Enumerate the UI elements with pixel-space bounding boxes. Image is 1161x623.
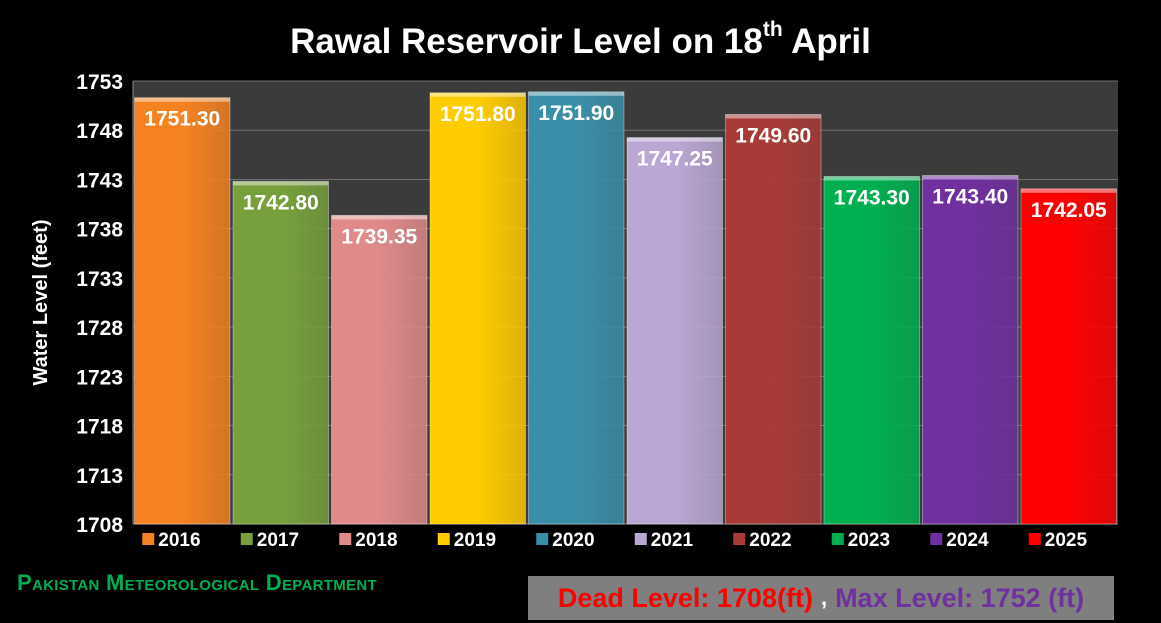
- bar-value-label: 1747.25: [637, 148, 713, 171]
- bar-2019: [429, 92, 526, 525]
- bar-2018: [331, 214, 428, 525]
- legend-label: 2024: [946, 530, 989, 551]
- bar-2021: [626, 137, 723, 525]
- bar-top-highlight: [627, 137, 723, 142]
- legend-label: 2021: [651, 530, 694, 551]
- dead-level-text: Dead Level: 1708(ft): [557, 582, 813, 613]
- bar-top-highlight: [1021, 188, 1117, 193]
- legend-swatch: [733, 533, 746, 545]
- bar-2020: [528, 91, 625, 525]
- legend-label: 2025: [1045, 530, 1088, 551]
- bar-2024: [922, 175, 1019, 525]
- y-tick-label: 1708: [76, 514, 123, 537]
- y-tick-label: 1753: [76, 71, 123, 94]
- bar-top-highlight: [134, 97, 230, 102]
- bar-value-label: 1743.30: [834, 186, 910, 209]
- legend-swatch: [930, 533, 943, 545]
- legend-swatch: [142, 533, 155, 545]
- bar-value-label: 1749.60: [735, 124, 811, 147]
- y-axis-label: Water Level (feet): [30, 220, 52, 386]
- bar-2016: [134, 97, 231, 525]
- bar-value-label: 1751.90: [538, 102, 614, 125]
- y-tick-label: 1738: [76, 219, 123, 242]
- levels-info-box: Dead Level: 1708(ft) , Max Level: 1752 (…: [528, 576, 1114, 620]
- y-tick-label: 1748: [76, 120, 123, 143]
- legend-swatch: [339, 533, 352, 545]
- y-tick-label: 1723: [76, 366, 123, 389]
- bar-top-highlight: [331, 215, 427, 220]
- legend-label: 2017: [257, 530, 299, 551]
- legend-swatch: [831, 533, 844, 545]
- bar-value-label: 1739.35: [341, 225, 417, 248]
- y-axis-ticks: 1708 1713 1718 1723 1728 1733 1738 1743 1748 1753: [76, 71, 123, 537]
- bar-value-label: 1751.80: [440, 103, 516, 126]
- bar-value-label: 1743.40: [932, 186, 1008, 209]
- y-tick-label: 1743: [76, 169, 123, 192]
- legend-swatch: [437, 533, 450, 545]
- chart-title-superscript: th: [762, 18, 783, 41]
- chart-title: Rawal Reservoir Level on 18th April: [0, 18, 1161, 62]
- legend-swatch: [240, 533, 253, 545]
- legend-label: 2018: [355, 530, 397, 551]
- y-tick-label: 1733: [76, 268, 123, 291]
- bar-top-highlight: [922, 175, 1018, 180]
- bar-2022: [725, 113, 822, 525]
- bar-top-highlight: [528, 91, 624, 96]
- legend-label: 2022: [749, 530, 791, 551]
- levels-separator: ,: [820, 585, 828, 610]
- legend-swatch: [1028, 533, 1041, 545]
- bar-top-highlight: [233, 181, 329, 186]
- department-name: Pakistan Meteorological Department: [17, 570, 377, 595]
- legend-label: 2019: [454, 530, 496, 551]
- y-tick-label: 1718: [76, 416, 123, 439]
- legend-swatch: [634, 533, 647, 545]
- legend: 2016 2017 2018 2019 2020 2021 2022 2023 2024 2025: [142, 530, 1087, 551]
- chart-title-main: Rawal Reservoir Level on 18: [290, 22, 763, 61]
- y-tick-label: 1713: [76, 465, 123, 488]
- legend-label: 2020: [552, 530, 594, 551]
- bar-2025: [1020, 188, 1117, 525]
- legend-swatch: [536, 533, 549, 545]
- y-tick-label: 1728: [76, 317, 123, 340]
- bar-value-label: 1751.30: [144, 108, 220, 131]
- bar-2023: [823, 175, 920, 525]
- legend-label: 2023: [848, 530, 890, 551]
- bar-2017: [232, 180, 329, 525]
- bar-top-highlight: [824, 176, 920, 181]
- bar-value-label: 1742.05: [1031, 199, 1107, 222]
- chart-title-tail: April: [782, 22, 871, 61]
- bar-top-highlight: [430, 92, 526, 97]
- legend-label: 2016: [158, 530, 200, 551]
- bar-value-label: 1742.80: [243, 191, 319, 214]
- bars: 1751.30 1742.80 1739.35 1751.80 1751.90 1747.…: [134, 91, 1117, 525]
- bar-top-highlight: [725, 114, 821, 119]
- max-level-text: Max Level: 1752 (ft): [835, 582, 1085, 613]
- bar-chart: 1751.30 1742.80 1739.35 1751.80 1751.90 1747.…: [30, 71, 1118, 551]
